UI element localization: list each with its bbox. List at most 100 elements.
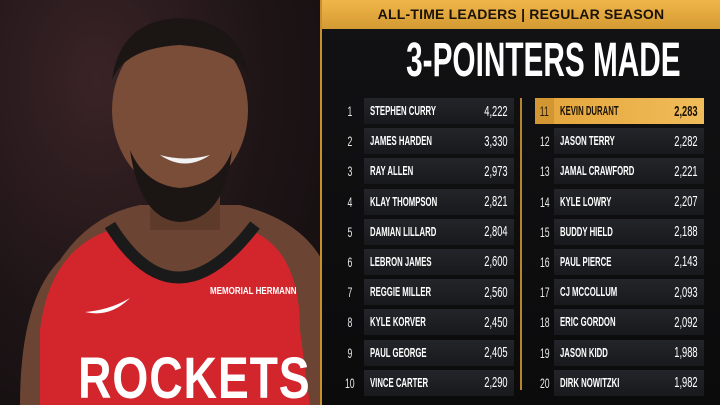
rank-text: 2 bbox=[347, 133, 353, 150]
player-name: LEBRON JAMES bbox=[370, 255, 470, 269]
rank-text: 13 bbox=[539, 163, 550, 180]
value-text: 4,222 bbox=[484, 102, 508, 120]
leader-row: 5 DAMIAN LILLARD 2,804 bbox=[336, 218, 514, 245]
player-name-text: JASON TERRY bbox=[560, 134, 616, 149]
rank: 17 bbox=[535, 284, 554, 300]
player-name-text: BUDDY HIELD bbox=[560, 224, 614, 239]
value-text: 2,973 bbox=[484, 162, 508, 180]
rank-text: 15 bbox=[539, 223, 550, 240]
rank: 18 bbox=[535, 314, 554, 330]
player-name-text: KEVIN DURANT bbox=[560, 104, 620, 118]
leader-row: 6 LEBRON JAMES 2,600 bbox=[336, 248, 514, 275]
rank-text: 4 bbox=[347, 193, 353, 210]
three-pointers-value: 2,821 bbox=[470, 193, 508, 210]
player-name-text: DIRK NOWITZKI bbox=[560, 375, 620, 390]
leader-box: ERIC GORDON 2,092 bbox=[554, 309, 704, 336]
leader-box: JASON TERRY 2,282 bbox=[554, 128, 704, 155]
value-text: 2,560 bbox=[484, 283, 508, 301]
player-name-text: RAY ALLEN bbox=[370, 164, 414, 179]
leader-row: 11 KEVIN DURANT 2,283 bbox=[535, 98, 704, 124]
value-text: 2,290 bbox=[484, 374, 508, 392]
player-photo: MEMORIAL HERMANN ROCKETS bbox=[0, 0, 322, 405]
leaders-column-right: 11 KEVIN DURANT 2,283 12 JASON TERRY 2,28… bbox=[535, 98, 704, 400]
leader-box: JAMES HARDEN 3,330 bbox=[364, 128, 514, 155]
rank: 13 bbox=[535, 163, 554, 179]
swoosh-logo bbox=[85, 298, 130, 314]
rank-text: 5 bbox=[347, 223, 353, 240]
three-pointers-value: 1,988 bbox=[660, 344, 698, 361]
leader-row: 14 KYLE LOWRY 2,207 bbox=[535, 188, 704, 215]
leader-row: 19 JASON KIDD 1,988 bbox=[535, 339, 704, 366]
rank: 5 bbox=[336, 224, 364, 240]
player-name: STEPHEN CURRY bbox=[370, 104, 470, 118]
rank-text: 18 bbox=[539, 314, 550, 331]
three-pointers-value: 2,804 bbox=[470, 223, 508, 240]
leader-box: DIRK NOWITZKI 1,982 bbox=[554, 369, 704, 396]
value-text: 2,207 bbox=[674, 193, 698, 211]
leader-row: 12 JASON TERRY 2,282 bbox=[535, 128, 704, 155]
rank-text: 19 bbox=[539, 344, 550, 361]
leader-box: KYLE KORVER 2,450 bbox=[364, 309, 514, 336]
rank: 1 bbox=[336, 103, 364, 119]
leader-box: STEPHEN CURRY 4,222 bbox=[364, 98, 514, 124]
leader-box: CJ MCCOLLUM 2,093 bbox=[554, 279, 704, 306]
leader-row: 9 PAUL GEORGE 2,405 bbox=[336, 339, 514, 366]
rank-text: 7 bbox=[347, 284, 353, 301]
rank: 16 bbox=[535, 254, 554, 270]
three-pointers-value: 2,143 bbox=[660, 253, 698, 270]
subtitle-banner: ALL-TIME LEADERS | REGULAR SEASON bbox=[322, 0, 720, 29]
player-name: CJ MCCOLLUM bbox=[560, 285, 660, 299]
jersey-sponsor: MEMORIAL HERMANN bbox=[210, 286, 297, 297]
column-divider bbox=[520, 98, 522, 390]
leader-row: 8 KYLE KORVER 2,450 bbox=[336, 309, 514, 336]
value-text: 2,405 bbox=[484, 344, 508, 361]
three-pointers-value: 2,283 bbox=[660, 103, 698, 120]
rank-text: 16 bbox=[539, 253, 550, 270]
leader-row: 17 CJ MCCOLLUM 2,093 bbox=[535, 279, 704, 306]
player-name: JASON TERRY bbox=[560, 134, 660, 148]
three-pointers-value: 2,450 bbox=[470, 314, 508, 331]
leader-box: LEBRON JAMES 2,600 bbox=[364, 248, 514, 275]
value-text: 2,804 bbox=[484, 223, 508, 241]
player-name: PAUL GEORGE bbox=[370, 346, 470, 360]
leader-row: 15 BUDDY HIELD 2,188 bbox=[535, 218, 704, 245]
value-text: 1,982 bbox=[674, 374, 698, 392]
rank-text: 9 bbox=[347, 344, 353, 361]
value-text: 2,093 bbox=[674, 283, 698, 301]
three-pointers-value: 2,221 bbox=[660, 163, 698, 180]
rank-text: 6 bbox=[347, 253, 353, 270]
leader-row: 16 PAUL PIERCE 2,143 bbox=[535, 248, 704, 275]
leader-row: 20 DIRK NOWITZKI 1,982 bbox=[535, 369, 704, 396]
player-name: KEVIN DURANT bbox=[560, 104, 660, 118]
jersey-text: ROCKETS bbox=[78, 346, 311, 405]
player-name: ERIC GORDON bbox=[560, 315, 660, 329]
three-pointers-value: 2,093 bbox=[660, 284, 698, 301]
rank: 4 bbox=[336, 194, 364, 210]
leader-box: KLAY THOMPSON 2,821 bbox=[364, 188, 514, 215]
three-pointers-value: 2,290 bbox=[470, 374, 508, 391]
player-name: JASON KIDD bbox=[560, 346, 660, 360]
player-name: REGGIE MILLER bbox=[370, 285, 470, 299]
player-name: JAMES HARDEN bbox=[370, 134, 470, 148]
leader-box: KEVIN DURANT 2,283 bbox=[554, 98, 704, 124]
leaders-panel: ALL-TIME LEADERS | REGULAR SEASON 3-POIN… bbox=[322, 0, 720, 405]
player-name: KYLE LOWRY bbox=[560, 195, 660, 209]
leader-box: PAUL PIERCE 2,143 bbox=[554, 248, 704, 275]
three-pointers-value: 2,560 bbox=[470, 284, 508, 301]
rank-text: 14 bbox=[539, 193, 550, 210]
value-text: 3,330 bbox=[484, 132, 508, 150]
leader-row: 7 REGGIE MILLER 2,560 bbox=[336, 279, 514, 306]
rank: 3 bbox=[336, 163, 364, 179]
leader-row: 18 ERIC GORDON 2,092 bbox=[535, 309, 704, 336]
rank: 2 bbox=[336, 133, 364, 149]
player-name-text: JAMES HARDEN bbox=[370, 134, 433, 149]
three-pointers-value: 3,330 bbox=[470, 133, 508, 150]
rank-text: 20 bbox=[539, 374, 550, 391]
player-name-text: VINCE CARTER bbox=[370, 375, 429, 390]
player-name-text: REGGIE MILLER bbox=[370, 285, 432, 300]
gold-border bbox=[320, 0, 323, 405]
leader-row: 4 KLAY THOMPSON 2,821 bbox=[336, 188, 514, 215]
value-text: 2,188 bbox=[674, 223, 698, 241]
value-text: 2,092 bbox=[674, 313, 698, 331]
rank: 19 bbox=[535, 345, 554, 361]
